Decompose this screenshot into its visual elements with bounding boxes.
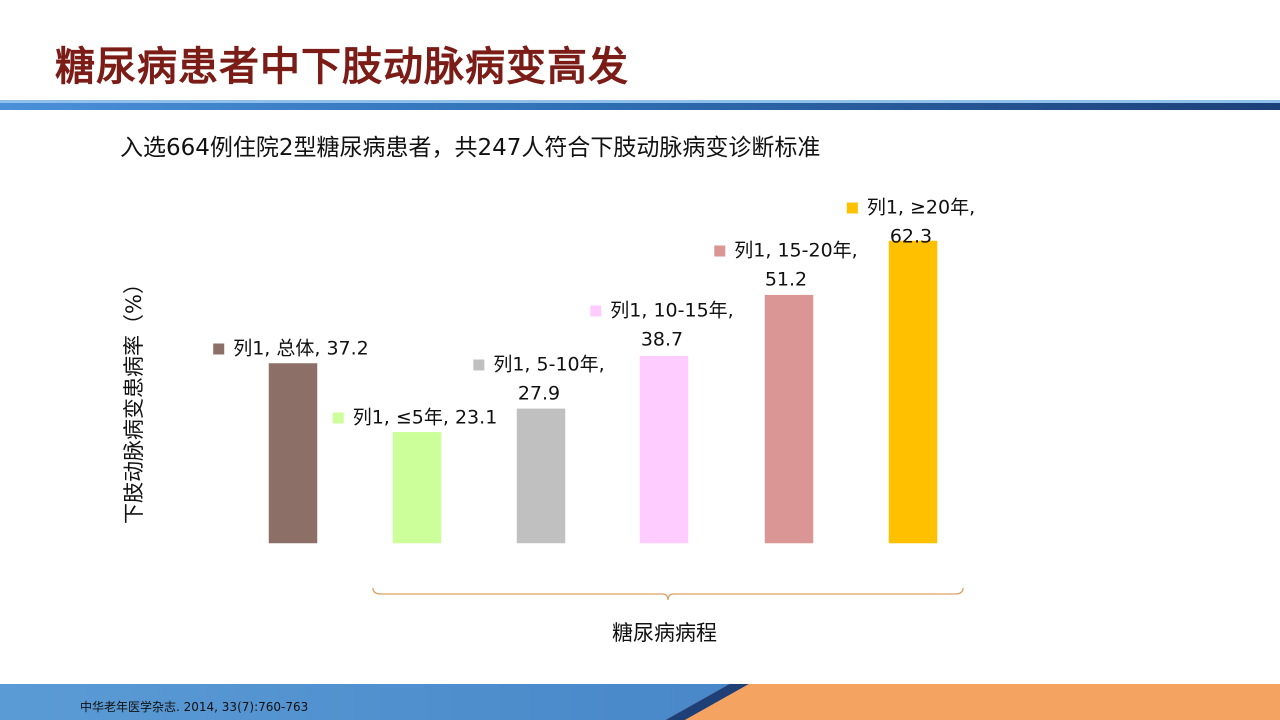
bar-4 [763, 293, 815, 545]
data-label-marker-3 [590, 305, 602, 317]
data-label-marker-1 [332, 412, 344, 424]
data-label-5: 列1, ≥20年, 62.3 [846, 197, 975, 248]
data-label-0: 列1, 总体, 37.2 [213, 338, 369, 360]
bar-2 [515, 407, 567, 545]
data-label-text-3-1: 38.7 [641, 329, 683, 351]
data-label-text-1-0: 列1, ≤5年, 23.1 [353, 407, 498, 429]
data-label-text-3-0: 列1, 10-15年, [610, 300, 733, 322]
bar-5 [887, 239, 939, 545]
data-label-2: 列1, 5-10年, 27.9 [473, 354, 605, 405]
data-label-marker-0 [213, 343, 225, 355]
data-label-marker-5 [846, 202, 858, 214]
slide-subtitle: 入选664例住院2型糖尿病患者，共247人符合下肢动脉病变诊断标准 [120, 135, 821, 161]
bar-3 [638, 354, 690, 545]
header-divider-bar [0, 100, 1280, 110]
bar-1 [391, 430, 443, 545]
category-brace [372, 587, 964, 601]
data-label-text-2-1: 27.9 [518, 383, 560, 405]
data-label-text-4-1: 51.2 [765, 269, 807, 291]
data-label-marker-2 [473, 359, 485, 371]
data-label-1: 列1, ≤5年, 23.1 [332, 407, 498, 429]
bar-0 [267, 361, 319, 545]
data-label-text-5-1: 62.3 [890, 226, 932, 248]
data-label-marker-4 [714, 245, 726, 257]
slide-title: 糖尿病患者中下肢动脉病变高发 [55, 44, 629, 90]
header-divider-highlight [0, 100, 1280, 103]
footer-citation: 中华老年医学杂志. 2014, 33(7):760-763 [80, 700, 309, 714]
footer-orange-band [665, 684, 1280, 720]
data-label-3: 列1, 10-15年, 38.7 [590, 300, 734, 351]
data-label-text-2-0: 列1, 5-10年, [493, 354, 604, 376]
data-label-text-0-0: 列1, 总体, 37.2 [233, 338, 369, 360]
data-label-text-5-0: 列1, ≥20年, [867, 197, 975, 219]
x-axis-label: 糖尿病病程 [612, 621, 717, 645]
data-label-4: 列1, 15-20年, 51.2 [714, 240, 858, 291]
data-label-text-4-0: 列1, 15-20年, [734, 240, 857, 262]
